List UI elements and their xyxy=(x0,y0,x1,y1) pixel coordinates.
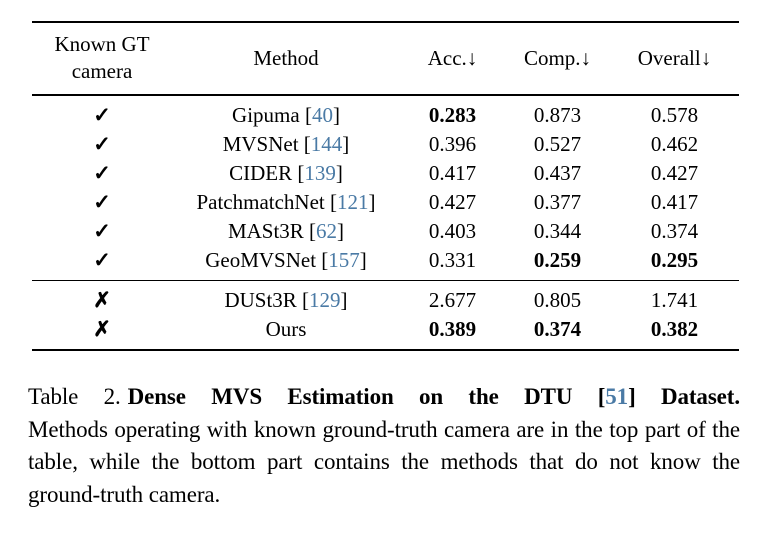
table-row: ✓ MVSNet [144] 0.396 0.527 0.462 xyxy=(32,130,739,159)
comp-value: 0.259 xyxy=(533,248,582,272)
method-name: CIDER xyxy=(229,161,293,185)
header-row: Known GT camera Method Acc.↓ Comp.↓ Over… xyxy=(32,22,739,96)
method-cell: GeoMVSNet [157] xyxy=(172,246,400,281)
method-name: GeoMVSNet xyxy=(205,248,317,272)
overall-value: 0.462 xyxy=(650,132,699,156)
comp-value: 0.527 xyxy=(533,132,582,156)
overall-value: 1.741 xyxy=(610,280,739,315)
acc-value: 0.427 xyxy=(428,190,477,214)
header-overall: Overall↓ xyxy=(610,22,739,96)
citation-bracket-open: [ xyxy=(324,190,338,214)
citation-bracket-open: [ xyxy=(296,288,310,312)
caption-citation-number: 51 xyxy=(605,384,629,409)
results-table: Known GT camera Method Acc.↓ Comp.↓ Over… xyxy=(32,21,739,351)
table-header: Known GT camera Method Acc.↓ Comp.↓ Over… xyxy=(32,22,739,96)
method-cell: MVSNet [144] xyxy=(172,130,400,159)
overall-value: 0.427 xyxy=(650,161,699,185)
citation-bracket-open: [ xyxy=(298,132,311,156)
method-cell: PatchmatchNet [121] xyxy=(172,188,400,217)
table-row: ✓ GeoMVSNet [157] 0.331 0.259 0.295 xyxy=(32,246,739,281)
method-name: MVSNet xyxy=(222,132,299,156)
method-cell: Gipuma [40] xyxy=(172,95,400,130)
caption-body: Methods operating with known ground-trut… xyxy=(28,416,740,507)
method-name: MASt3R xyxy=(227,219,304,243)
method-name: PatchmatchNet xyxy=(196,190,325,214)
acc-value: 0.389 xyxy=(428,317,477,341)
citation-bracket-open: [ xyxy=(303,219,317,243)
acc-value: 0.403 xyxy=(428,219,477,243)
caption-title-pre: Dense MVS Estimation on the DTU [ xyxy=(127,384,606,409)
method-cell: Ours xyxy=(172,315,400,351)
citation-bracket-open: [ xyxy=(292,161,305,185)
camera-flag: ✓ xyxy=(93,190,111,214)
caption-label: Table 2. xyxy=(28,384,121,409)
method-name: DUSt3R xyxy=(224,288,297,312)
overall-value: 0.374 xyxy=(650,219,699,243)
citation-number: 121 xyxy=(337,190,369,214)
table-body: ✓ Gipuma [40] 0.283 0.873 0.578 ✓ MVSNet… xyxy=(32,95,739,350)
table-row: ✓ CIDER [139] 0.417 0.437 0.427 xyxy=(32,159,739,188)
citation-number: 129 xyxy=(309,288,341,312)
header-known-gt-line1: Known GT xyxy=(54,32,150,56)
camera-flag: ✓ xyxy=(93,219,111,243)
citation-bracket-close: ] xyxy=(335,161,343,185)
camera-flag: ✓ xyxy=(93,103,111,127)
method-name: Ours xyxy=(265,317,307,341)
method-cell: MASt3R [62] xyxy=(172,217,400,246)
camera-flag: ✓ xyxy=(93,248,111,272)
header-comp: Comp.↓ xyxy=(505,22,610,96)
acc-value: 0.396 xyxy=(428,132,477,156)
header-known-gt-line2: camera xyxy=(71,59,133,83)
comp-value: 0.344 xyxy=(533,219,582,243)
acc-value: 0.331 xyxy=(428,248,477,272)
citation-number: 144 xyxy=(310,132,343,156)
camera-flag: ✓ xyxy=(93,132,111,156)
citation-bracket-close: ] xyxy=(332,103,340,127)
table-row: ✗ Ours 0.389 0.374 0.382 xyxy=(32,315,739,351)
results-table-container: Known GT camera Method Acc.↓ Comp.↓ Over… xyxy=(32,21,739,351)
acc-value: 0.283 xyxy=(428,103,477,127)
caption-title: Dense MVS Estimation on the DTU [51] Dat… xyxy=(128,384,740,409)
citation-number: 157 xyxy=(328,248,360,272)
citation-bracket-close: ] xyxy=(368,190,376,214)
overall-value: 0.295 xyxy=(650,248,699,272)
table-row: ✓ PatchmatchNet [121] 0.427 0.377 0.417 xyxy=(32,188,739,217)
comp-value: 0.377 xyxy=(533,190,582,214)
header-known-gt-camera: Known GT camera xyxy=(32,22,172,96)
camera-flag: ✓ xyxy=(93,161,111,185)
table-caption: Table 2. Dense MVS Estimation on the DTU … xyxy=(28,381,740,511)
citation-bracket-close: ] xyxy=(340,288,348,312)
table-row: ✓ Gipuma [40] 0.283 0.873 0.578 xyxy=(32,95,739,130)
citation-bracket-close: ] xyxy=(342,132,350,156)
citation-bracket-close: ] xyxy=(337,219,345,243)
header-method: Method xyxy=(172,22,400,96)
comp-value: 0.437 xyxy=(533,161,582,185)
header-acc: Acc.↓ xyxy=(400,22,505,96)
caption-title-post: ] Dataset. xyxy=(628,384,740,409)
method-name: Gipuma xyxy=(232,103,300,127)
caption-title-line: Table 2. Dense MVS Estimation on the DTU … xyxy=(28,381,740,414)
comp-value: 0.873 xyxy=(533,103,582,127)
camera-flag: ✗ xyxy=(32,280,172,315)
acc-value: 0.417 xyxy=(428,161,477,185)
camera-flag: ✗ xyxy=(93,317,111,341)
citation-bracket-open: [ xyxy=(316,248,329,272)
overall-value: 0.417 xyxy=(650,190,699,214)
overall-value: 0.578 xyxy=(650,103,699,127)
citation-number: 139 xyxy=(304,161,336,185)
comp-value: 0.805 xyxy=(505,280,610,315)
table-row: ✗ DUSt3R [129] 2.677 0.805 1.741 xyxy=(32,280,739,315)
method-cell: DUSt3R [129] xyxy=(172,280,400,315)
citation-bracket-open: [ xyxy=(299,103,312,127)
acc-value: 2.677 xyxy=(400,280,505,315)
citation-number: 62 xyxy=(316,219,338,243)
citation-number: 40 xyxy=(311,103,333,127)
comp-value: 0.374 xyxy=(533,317,582,341)
citation-bracket-close: ] xyxy=(359,248,367,272)
overall-value: 0.382 xyxy=(650,317,699,341)
method-cell: CIDER [139] xyxy=(172,159,400,188)
table-row: ✓ MASt3R [62] 0.403 0.344 0.374 xyxy=(32,217,739,246)
